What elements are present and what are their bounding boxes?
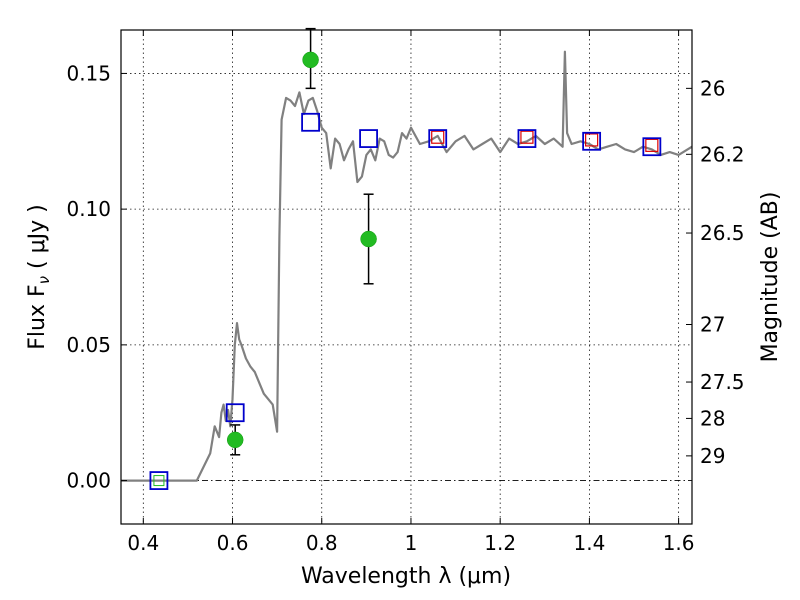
x-tick-label: 0.8 [306,531,338,555]
observed-limit-marker [645,138,659,152]
observed-detection-point [226,431,244,449]
axis-ticks: 0.4 0.6 0.8 1 1.2 1.4 1.6 0.00 0.05 0.10 0.15 26 26.… [66,30,745,555]
y-tick-label: 0.00 [66,469,111,493]
observed-limit-marker [520,130,534,144]
x-axis-title: Wavelength λ (μm) [301,564,511,589]
plot-frame [120,29,693,525]
y2-tick-label: 29 [700,444,725,468]
y-tick-label: 0.05 [66,333,111,357]
y-axis-title-unit: ( μJy ) [25,204,50,276]
y2-tick-label: 27.5 [700,370,745,394]
model-photometry-marker [301,112,320,132]
y-tick-label: 0.10 [66,197,111,221]
y-tick-label: 0.15 [66,61,111,85]
y2-tick-label: 27 [700,313,725,337]
model-photometry-marker [359,129,378,148]
x-tick-label: 1.2 [484,531,516,555]
x-tick-label: 1.6 [663,531,695,555]
y-axis-title-sub: ν [35,276,53,284]
observed-limit-marker [431,130,445,144]
plot-area [121,50,692,482]
y-axis-title: Flux Fν ( μJy ) [25,204,53,349]
observed-detection-point [360,230,377,248]
y2-tick-label: 26 [700,76,725,100]
y2-axis-title: Magnitude (AB) [758,192,783,363]
error-bars [149,27,662,490]
x-tick-label: 0.4 [127,531,159,555]
model-spectrum-line [121,50,692,482]
model-photometry-marker [582,131,602,151]
observed-zero-marker [153,475,165,487]
model-photometry-marker [149,471,169,490]
y2-tick-label: 26.2 [700,142,745,166]
x-tick-label: 0.6 [217,531,249,555]
observed-detection-point [302,51,319,69]
model-photometry-marker [517,129,537,148]
y2-tick-label: 26.5 [700,221,745,245]
model-photometry-marker [642,137,662,157]
x-tick-label: 1 [405,531,418,555]
model-photometry-marker [225,403,245,423]
x-tick-label: 1.4 [573,531,605,555]
grid [121,30,692,524]
observed-limit-marker [585,133,599,147]
model-photometry-marker [428,129,448,148]
y2-tick-label: 28 [700,406,725,430]
y-axis-title-main: Flux F [25,284,50,349]
